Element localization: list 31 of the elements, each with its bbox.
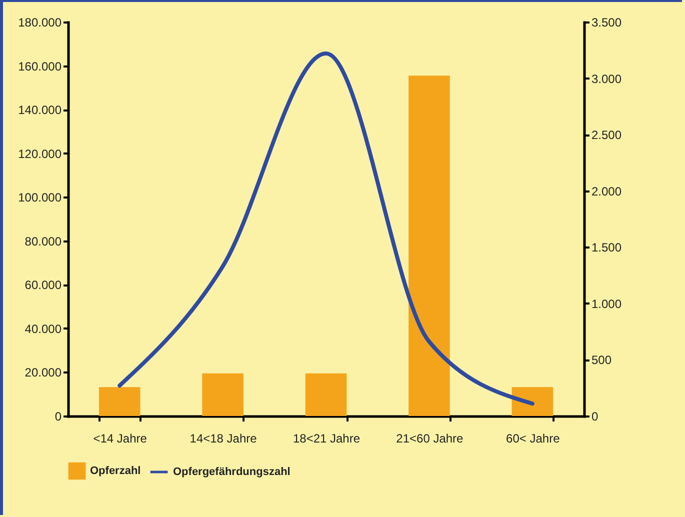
bar [202,373,244,416]
x-tick-label: <14 Jahre [93,432,148,446]
x-tick-label: 21<60 Jahre [396,432,464,446]
bar [305,373,347,416]
y-tick-label: 160.000 [18,59,62,74]
y-tick-label: 80.000 [24,234,62,248]
y2-tick-label: 2.000 [592,184,622,198]
bar [512,387,554,416]
y-tick-label: 140.000 [18,103,62,118]
y2-tick-label: 0 [592,410,598,424]
y2-tick-label: 3.500 [592,16,622,30]
bar [98,387,140,416]
y-tick-label: 180.000 [18,16,62,30]
x-tick-label: 14<18 Jahre [190,432,258,446]
x-tick-label: 18<21 Jahre [292,432,360,446]
y-tick-label: 60.000 [24,278,62,292]
x-tick-label: 60< Jahre [506,432,560,446]
y2-tick-label: 1.000 [592,296,622,311]
y2-tick-label: 2.500 [592,128,622,142]
y2-tick-label: 500 [592,353,612,368]
y-tick-label: 40.000 [24,322,62,336]
y-tick-label: 100.000 [18,190,62,205]
y-tick-label: 0 [54,410,62,424]
bar [408,76,450,416]
y-tick-label: 20.000 [24,366,62,380]
legend-label: Opfergefährdungszahl [173,466,290,478]
y2-tick-label: 1.500 [592,240,622,255]
y2-tick-label: 3.000 [592,72,622,86]
y-tick-label: 120.000 [18,146,62,161]
legend-label: Opferzahl [90,465,141,477]
line-series [118,52,534,406]
